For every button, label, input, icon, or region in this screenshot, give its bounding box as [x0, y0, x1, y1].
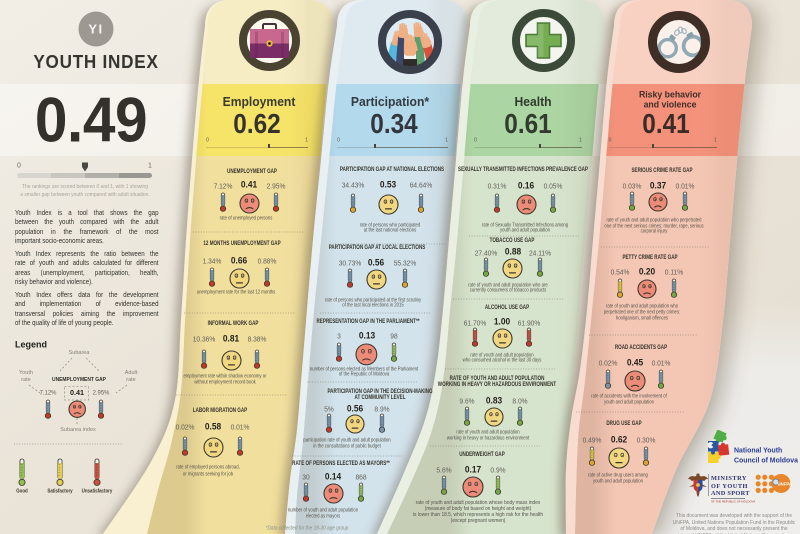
- svg-text:UNFPA: UNFPA: [778, 482, 792, 487]
